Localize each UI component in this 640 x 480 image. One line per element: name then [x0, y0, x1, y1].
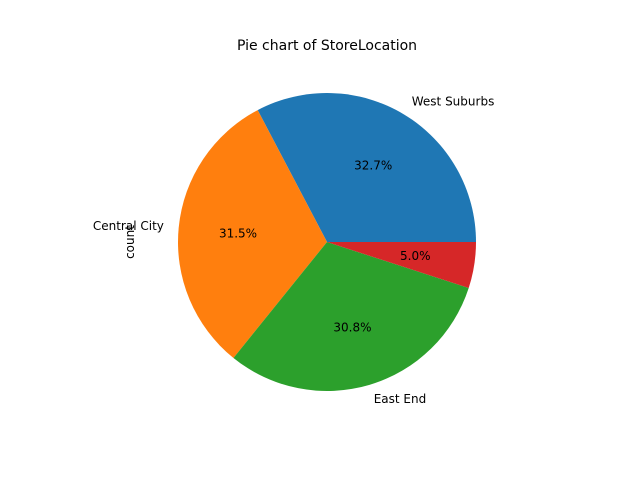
pie-slice — [327, 242, 476, 289]
pie-slice — [233, 242, 469, 391]
pie-slices — [177, 93, 476, 391]
slice-percent-label: 31.5% — [219, 226, 257, 240]
slice-category-label: Central City — [93, 219, 164, 233]
slice-category-label: East End — [374, 392, 427, 406]
pie-slice — [177, 110, 327, 358]
pie-labels: 32.7% West Suburbs 31.5% Central City 30.8% E… — [93, 95, 494, 406]
chart-title: Pie chart of StoreLocation — [237, 38, 417, 54]
y-axis-label: count — [123, 225, 137, 259]
pie-slice — [257, 93, 476, 243]
slice-category-label: West Suburbs — [412, 95, 495, 109]
slice-percent-label: 32.7% — [354, 158, 392, 172]
slice-percent-label: 5.0% — [400, 249, 431, 263]
slice-percent-label: 30.8% — [333, 321, 371, 335]
